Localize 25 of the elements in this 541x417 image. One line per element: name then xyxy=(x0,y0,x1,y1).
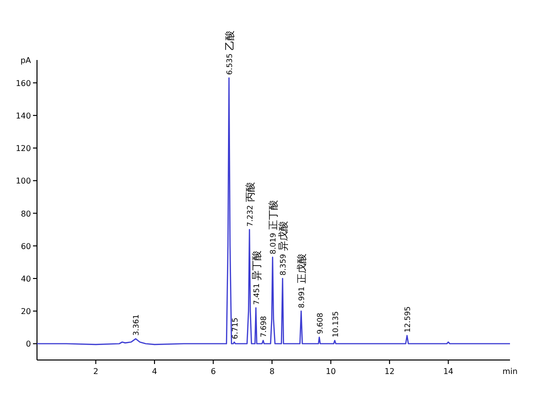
y-tick-label: 0 xyxy=(26,340,31,349)
y-tick-label: 80 xyxy=(20,209,31,218)
y-tick-label: 60 xyxy=(20,242,31,251)
y-tick-label: 160 xyxy=(16,78,31,88)
annotation: 异戊酸 xyxy=(278,220,290,251)
annotation: 乙酸 xyxy=(224,30,236,50)
x-tick-label: 12 xyxy=(384,367,395,376)
y-axis-title: pA xyxy=(20,56,32,65)
annotation: 正戊酸 xyxy=(296,254,308,284)
x-tick-label: 6 xyxy=(210,367,216,376)
x-tick-label: 4 xyxy=(152,367,158,376)
x-tick-label: 2 xyxy=(93,367,98,376)
y-tick-label: 100 xyxy=(16,176,31,186)
y-tick-label: 120 xyxy=(16,144,31,154)
x-tick-label: 8 xyxy=(269,367,275,376)
x-axis-title: min xyxy=(502,367,518,376)
annotation: 正丁酸 xyxy=(268,200,280,230)
x-tick-label: 10 xyxy=(326,367,336,376)
line-series xyxy=(36,77,511,346)
annotation: 丙酸 xyxy=(244,182,256,202)
x-tick-label: 14 xyxy=(443,367,454,376)
y-tick-label: 140 xyxy=(16,111,31,120)
y-tick-label: 20 xyxy=(20,307,31,316)
annotation: 异丁酸 xyxy=(250,250,263,280)
y-tick-label: 40 xyxy=(20,274,31,284)
